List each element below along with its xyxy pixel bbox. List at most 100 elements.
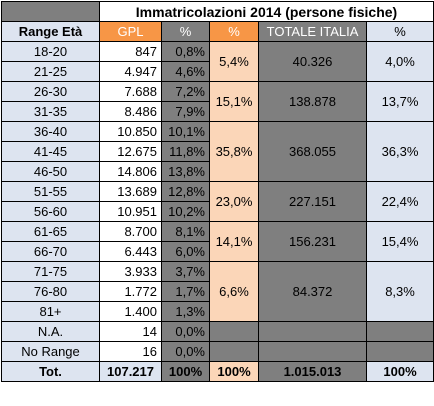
totale-italia-cell: 156.231 [258,221,367,262]
title-row: Immatricolazioni 2014 (persone fisiche) [1,1,434,22]
gpl-cell: 10.951 [99,201,162,222]
gpl-cell: 14.806 [99,161,162,182]
table-row: 81+ 1.400 1,3% [1,301,434,322]
empty-italia-cell [365,321,434,342]
pct-cell: 0,8% [161,41,210,62]
total-group-pct: 100% [209,361,259,382]
pct-cell: 0,0% [161,341,210,362]
table-row: 26-30 7.688 7,2% 15,1% 138.878 13,7% [1,81,434,122]
group-pct-cell: 15,1% [209,81,259,122]
group-pct-cell: 35,8% [209,121,259,182]
pct-cell: 0,0% [161,321,210,342]
empty-totale-cell [258,321,367,342]
range-cell: 81+ [1,301,100,322]
pct-cell: 8,1% [161,221,210,242]
totale-italia-cell: 84.372 [258,261,367,322]
gpl-cell: 4.947 [99,61,162,82]
pct-cell: 6,0% [161,241,210,262]
table-row: N.A. 14 0,0% [1,321,434,342]
total-pct: 100% [161,361,210,382]
gpl-cell: 3.933 [99,261,162,282]
range-cell: 18-20 [1,41,100,62]
header-totale-italia: TOTALE ITALIA [258,21,367,42]
table-row: 71-75 3.933 3,7% 6,6% 84.372 8,3% [1,261,434,322]
table-title: Immatricolazioni 2014 (persone fisiche) [98,1,434,22]
table-row: 56-60 10.951 10,2% [1,201,434,222]
gpl-cell: 14 [99,321,162,342]
empty-totale-cell [258,341,367,362]
range-cell: N.A. [1,321,100,342]
range-cell: 51-55 [1,181,100,202]
italia-pct-cell: 22,4% [365,181,434,222]
totale-italia-cell: 227.151 [258,181,367,222]
range-cell: 46-50 [1,161,100,182]
pct-cell: 4,6% [161,61,210,82]
totale-italia-cell: 368.055 [258,121,367,182]
gpl-cell: 6.443 [99,241,162,262]
table-row: No Range 16 0,0% [1,341,434,362]
empty-title-cell [1,1,100,22]
range-cell: No Range [1,341,100,362]
table-row: 18-20 847 0,8% 5,4% 40.326 4,0% [1,41,434,82]
range-cell: 36-40 [1,121,100,142]
italia-pct-cell: 8,3% [365,261,434,322]
pct-cell: 7,9% [161,101,210,122]
gpl-cell: 13.689 [99,181,162,202]
header-range: Range Età [1,21,100,42]
group-pct-cell: 5,4% [209,41,259,82]
range-cell: 31-35 [1,101,100,122]
totale-italia-cell: 138.878 [258,81,367,122]
italia-pct-cell: 36,3% [365,121,434,182]
total-gpl: 107.217 [99,361,162,382]
italia-pct-cell: 4,0% [365,41,434,82]
gpl-cell: 7.688 [99,81,162,102]
range-cell: 21-25 [1,61,100,82]
empty-group-cell [209,341,259,362]
table-row: 61-65 8.700 8,1% 14,1% 156.231 15,4% [1,221,434,262]
pct-cell: 12,8% [161,181,210,202]
gpl-cell: 16 [99,341,162,362]
pct-cell: 10,1% [161,121,210,142]
gpl-cell: 12.675 [99,141,162,162]
pct-cell: 1,7% [161,281,210,302]
pct-cell: 13,8% [161,161,210,182]
gpl-cell: 8.486 [99,101,162,122]
pct-cell: 7,2% [161,81,210,102]
range-cell: 26-30 [1,81,100,102]
range-cell: 41-45 [1,141,100,162]
header-italia-pct: % [365,21,434,42]
range-cell: 66-70 [1,241,100,262]
italia-pct-cell: 13,7% [365,81,434,122]
header-gpl: GPL [99,21,162,42]
range-cell: 56-60 [1,201,100,222]
gpl-cell: 10.850 [99,121,162,142]
table-row: 51-55 13.689 12,8% 23,0% 227.151 22,4% [1,181,434,222]
totale-italia-cell: 40.326 [258,41,367,82]
header-pct: % [161,21,210,42]
registration-table: Immatricolazioni 2014 (persone fisiche) … [1,1,434,382]
empty-italia-cell [365,341,434,362]
empty-group-cell [209,321,259,342]
table-row: 66-70 6.443 6,0% [1,241,434,262]
group-pct-cell: 23,0% [209,181,259,222]
pct-cell: 11,8% [161,141,210,162]
total-label: Tot. [1,361,100,382]
total-row: Tot. 107.217 100% 100% 1.015.013 100% [1,361,434,382]
total-italia-pct: 100% [365,361,434,382]
header-row: Range Età GPL % % TOTALE ITALIA % [1,21,434,42]
gpl-cell: 8.700 [99,221,162,242]
range-cell: 76-80 [1,281,100,302]
range-cell: 71-75 [1,261,100,282]
table-row: 76-80 1.772 1,7% [1,281,434,302]
pct-cell: 1,3% [161,301,210,322]
italia-pct-cell: 15,4% [365,221,434,262]
pct-cell: 3,7% [161,261,210,282]
table-row: 46-50 14.806 13,8% [1,161,434,182]
table-row: 41-45 12.675 11,8% [1,141,434,162]
pct-cell: 10,2% [161,201,210,222]
gpl-cell: 1.400 [99,301,162,322]
table-row: 36-40 10.850 10,1% 35,8% 368.055 36,3% [1,121,434,182]
group-pct-cell: 14,1% [209,221,259,262]
range-cell: 61-65 [1,221,100,242]
